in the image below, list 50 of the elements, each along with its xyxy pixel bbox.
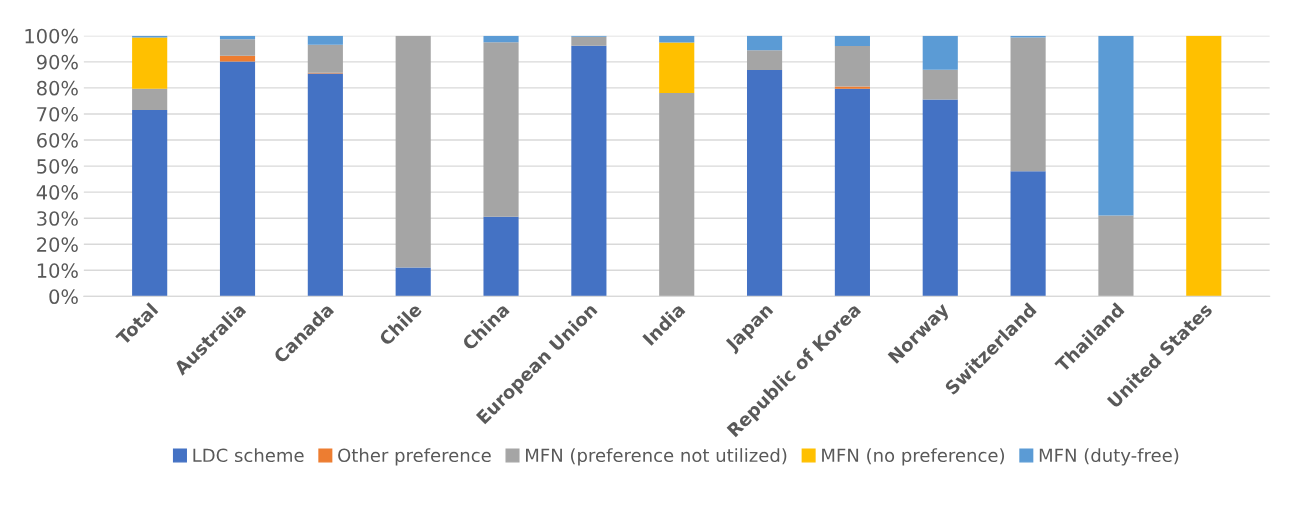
bar bbox=[747, 50, 783, 70]
bar bbox=[483, 35, 519, 43]
y-tick-label: 0% bbox=[49, 289, 78, 305]
bar bbox=[1186, 35, 1222, 297]
y-tick-label: 60% bbox=[37, 132, 78, 148]
legend-label: MFN (preference not utilized) bbox=[526, 448, 787, 466]
y-tick-label: 10% bbox=[37, 263, 78, 278]
y-tick-label: 70% bbox=[37, 106, 78, 122]
bar bbox=[922, 69, 958, 100]
bar bbox=[307, 35, 343, 45]
bar bbox=[571, 45, 607, 297]
bar bbox=[219, 61, 256, 297]
bar bbox=[922, 99, 958, 297]
legend-label: MFN (duty-free) bbox=[1039, 448, 1179, 466]
bar bbox=[307, 73, 343, 297]
bar bbox=[219, 39, 256, 56]
bar bbox=[395, 35, 431, 268]
bar bbox=[659, 42, 695, 94]
bar bbox=[219, 55, 256, 62]
bar bbox=[1098, 35, 1134, 216]
bar bbox=[922, 35, 958, 70]
bar bbox=[747, 69, 783, 297]
bar bbox=[132, 88, 168, 111]
bar bbox=[483, 216, 519, 297]
y-tick-label: 100% bbox=[25, 28, 78, 44]
bar bbox=[834, 35, 870, 46]
y-tick-label: 80% bbox=[37, 80, 78, 96]
bar bbox=[132, 37, 168, 89]
bar bbox=[571, 36, 607, 46]
bar bbox=[395, 267, 431, 297]
bar bbox=[1098, 215, 1134, 297]
legend-label: MFN (no preference) bbox=[822, 448, 1004, 466]
legend-label: LDC scheme bbox=[193, 448, 304, 463]
legend-label: Other preference bbox=[338, 448, 491, 466]
bar bbox=[1010, 37, 1046, 172]
y-tick-label: 40% bbox=[36, 185, 78, 200]
y-tick-label: 90% bbox=[36, 54, 78, 70]
bar bbox=[747, 35, 783, 51]
y-tick-label: 30% bbox=[37, 211, 78, 226]
bar bbox=[834, 45, 870, 87]
bar bbox=[659, 93, 695, 297]
bar bbox=[834, 88, 870, 297]
y-tick-label: 20% bbox=[37, 237, 78, 252]
bar bbox=[659, 35, 695, 43]
y-tick-label: 50% bbox=[37, 159, 78, 174]
bar bbox=[1010, 171, 1046, 297]
bar bbox=[834, 86, 870, 89]
bar bbox=[307, 44, 343, 73]
bar bbox=[132, 110, 168, 297]
bar bbox=[483, 42, 519, 217]
